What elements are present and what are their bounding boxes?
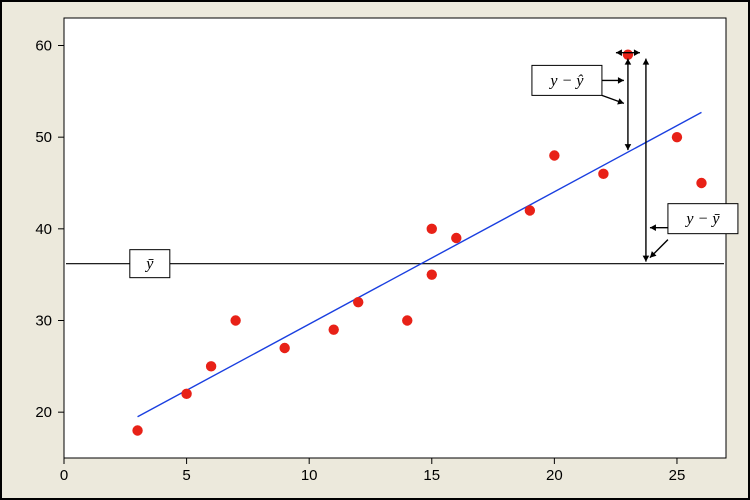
data-point <box>329 324 339 334</box>
y-minus-yhat-label: y − ŷ <box>532 65 602 95</box>
x-tick-label: 20 <box>546 467 563 484</box>
data-point <box>181 389 191 399</box>
data-point <box>598 169 608 179</box>
y-tick-label: 50 <box>35 129 52 146</box>
svg-text:y − ȳ: y − ȳ <box>684 211 720 228</box>
svg-text:ȳ: ȳ <box>144 256 154 273</box>
ybar-label: ȳ <box>130 250 170 278</box>
data-point <box>525 205 535 215</box>
x-tick-label: 25 <box>669 467 686 484</box>
plot-area <box>64 18 726 458</box>
x-tick-label: 0 <box>60 467 68 484</box>
data-point <box>427 224 437 234</box>
y-minus-ybar-label: y − ȳ <box>668 204 738 234</box>
y-tick-label: 60 <box>35 38 52 55</box>
chart-container: 0 5 10 15 20 25 20 30 40 50 60 ȳ y − ŷ y − ȳ <box>0 0 750 500</box>
data-point <box>230 315 240 325</box>
scatter-chart: 0 5 10 15 20 25 20 30 40 50 60 ȳ y − ŷ y − ȳ <box>0 0 750 500</box>
x-tick-label: 5 <box>182 467 190 484</box>
y-tick-label: 30 <box>35 313 52 330</box>
data-point <box>451 233 461 243</box>
data-point <box>206 361 216 371</box>
data-point <box>427 269 437 279</box>
data-point <box>672 132 682 142</box>
data-point <box>132 425 142 435</box>
y-tick-label: 40 <box>35 221 52 238</box>
x-tick-label: 15 <box>423 467 440 484</box>
data-point <box>623 49 633 59</box>
data-point <box>402 315 412 325</box>
data-point <box>696 178 706 188</box>
data-point <box>353 297 363 307</box>
y-tick-label: 20 <box>35 404 52 421</box>
data-point <box>279 343 289 353</box>
x-tick-label: 10 <box>301 467 318 484</box>
svg-text:y − ŷ: y − ŷ <box>548 72 584 89</box>
data-point <box>549 150 559 160</box>
